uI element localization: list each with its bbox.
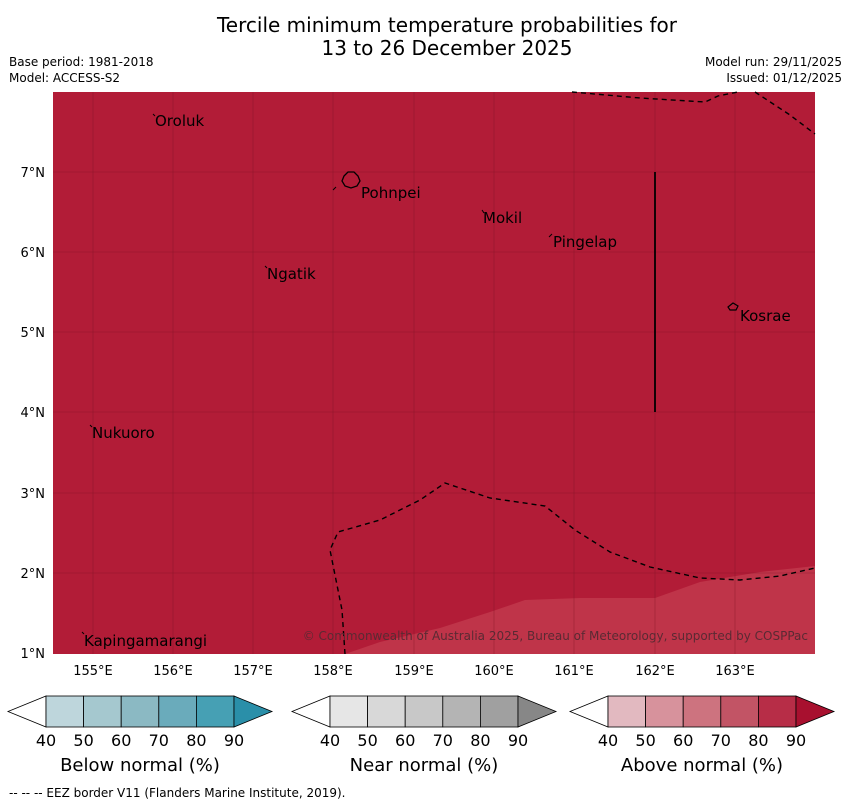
colorbar-max-extension (233, 695, 274, 728)
colorbar-tick-label: 80 (186, 731, 206, 750)
kosrae-island-outline (727, 302, 739, 311)
colorbar-tick-label: 90 (786, 731, 806, 750)
colorbar-tick-label: 60 (395, 731, 415, 750)
lon-label: 159°E (394, 664, 434, 679)
colorbar-tick-label: 70 (433, 731, 453, 750)
colorbar-segment (442, 695, 481, 728)
place-kapingamarangi: Kapingamarangi (84, 632, 207, 650)
lat-label: 4°N (21, 406, 46, 421)
title-line-1: Tercile minimum temperature probabilitie… (216, 13, 678, 37)
place-pohnpei: Pohnpei (361, 184, 421, 202)
colorbar-tick-label: 60 (111, 731, 131, 750)
colorbar-min-extension (290, 695, 331, 728)
lon-label: 161°E (554, 664, 594, 679)
colorbar-tick-label: 50 (635, 731, 655, 750)
legend: 40 50 60 70 80 90 40 50 60 70 80 90 40 50 60 70 80 90 (6, 695, 836, 750)
colorbar-segment (367, 695, 406, 728)
colorbar-tick-label: 90 (508, 731, 528, 750)
colorbar-segment (195, 695, 235, 728)
colorbar-tick-label: 80 (748, 731, 768, 750)
colorbar-tick-label: 60 (673, 731, 693, 750)
place-kosrae: Kosrae (740, 307, 791, 325)
colorbar-segment (404, 695, 444, 728)
copyright-credit: © Commonwealth of Australia 2025, Bureau… (303, 629, 808, 643)
colorbar-tick-label: 40 (320, 731, 340, 750)
lon-label: 156°E (153, 664, 193, 679)
colorbar-segment (329, 695, 368, 728)
island-mark (332, 186, 337, 191)
colorbar-tick-label: 80 (470, 731, 490, 750)
colorbar-max-extension (517, 695, 558, 728)
colorbar-segment (682, 695, 722, 728)
eez-footnote: -- -- -- EEZ border V11 (Flanders Marine… (9, 786, 346, 800)
colorbar-tick-label: 50 (73, 731, 93, 750)
colorbar-tick-label: 70 (711, 731, 731, 750)
colorbar-tick-label: 40 (598, 731, 618, 750)
colorbar-segment (758, 695, 797, 728)
colorbar-min-extension (6, 695, 47, 728)
colorbar-segment (120, 695, 160, 728)
colorbar-min-extension (568, 695, 609, 728)
lon-label: 155°E (73, 664, 113, 679)
latitude-labels: 7°N 6°N 5°N 4°N 3°N 2°N 1°N (21, 166, 46, 662)
colorbar-segment (645, 695, 684, 728)
lon-label: 158°E (313, 664, 353, 679)
colorbar-tick-label: 70 (149, 731, 169, 750)
model-run: Model run: 29/11/2025 (704, 55, 842, 69)
colorbar-above-normal: 40 50 60 70 80 90 (568, 695, 836, 750)
lat-label: 7°N (21, 166, 46, 181)
lat-label: 3°N (21, 487, 46, 502)
colorbar-segment (479, 695, 519, 728)
colorbar-label-above: Above normal (%) (620, 755, 784, 776)
colorbar-tick-label: 40 (36, 731, 56, 750)
pohnpei-island-outline (341, 171, 361, 189)
place-labels: Oroluk Pohnpei Mokil Pingelap Ngatik Kos… (84, 112, 791, 650)
colorbar-segment (607, 695, 646, 728)
colorbar-segment (83, 695, 122, 728)
colorbar-segment (45, 695, 84, 728)
eez-borders (329, 91, 816, 655)
lat-label: 6°N (21, 246, 46, 261)
lighter-probability-region (345, 566, 815, 654)
colorbar-tick-label: 50 (357, 731, 377, 750)
place-ngatik: Ngatik (267, 265, 316, 283)
atoll-marks (81, 113, 553, 635)
colorbar-segment (720, 695, 759, 728)
model-name: Model: ACCESS-S2 (9, 71, 121, 85)
issued-date: Issued: 01/12/2025 (726, 71, 842, 85)
lon-label: 163°E (715, 664, 755, 679)
base-period: Base period: 1981-2018 (9, 55, 154, 69)
place-oroluk: Oroluk (155, 112, 204, 130)
colorbar-label-near: Near normal (%) (349, 755, 499, 776)
lat-label: 2°N (21, 567, 46, 582)
lon-label: 157°E (233, 664, 273, 679)
colorbar-near-normal: 40 50 60 70 80 90 (290, 695, 558, 750)
place-pingelap: Pingelap (553, 233, 617, 251)
map-background (53, 92, 815, 654)
colorbar-max-extension (795, 695, 836, 728)
place-mokil: Mokil (483, 209, 522, 227)
longitude-labels: 155°E 156°E 157°E 158°E 159°E 160°E 161°… (73, 664, 755, 679)
lon-label: 160°E (474, 664, 514, 679)
colorbar-label-below: Below normal (%) (60, 755, 220, 776)
title-line-2: 13 to 26 December 2025 (321, 36, 573, 60)
map: Oroluk Pohnpei Mokil Pingelap Ngatik Kos… (21, 91, 816, 679)
colorbar-below-normal: 40 50 60 70 80 90 (6, 695, 274, 750)
lat-label: 1°N (21, 647, 46, 662)
colorbar-tick-label: 90 (224, 731, 244, 750)
lat-label: 5°N (21, 326, 46, 341)
place-nukuoro: Nukuoro (92, 424, 155, 442)
colorbar-segment (158, 695, 197, 728)
lon-label: 162°E (635, 664, 675, 679)
